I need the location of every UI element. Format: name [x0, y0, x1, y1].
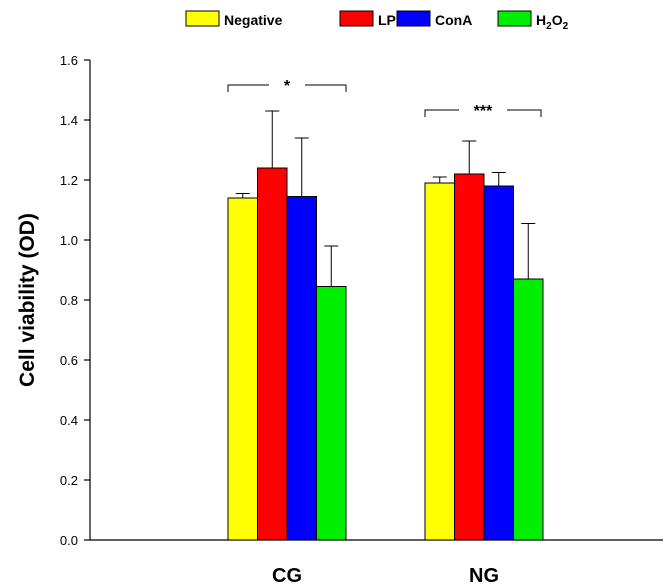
legend: Negative LPS ConA H2O2: [185, 10, 569, 32]
bar-cg-negative: [227, 197, 258, 541]
significance-annotations: ****: [227, 78, 542, 120]
y-tick-label: 0.4: [60, 413, 78, 428]
significance-label: *: [284, 78, 291, 95]
bar-cg-h2o2: [316, 286, 347, 541]
y-tick-label: 1.6: [60, 53, 78, 68]
x-tick-label: NG: [469, 565, 499, 586]
legend-label-h2o2: H2O2: [536, 12, 569, 32]
y-tick-label: 0.6: [60, 353, 78, 368]
error-bars: [235, 110, 536, 287]
significance-label: ***: [474, 103, 493, 120]
bar-cg-cona: [286, 196, 317, 541]
bar-ng-negative: [424, 182, 455, 541]
y-tick-label: 0.8: [60, 293, 78, 308]
y-tick-label: 1.0: [60, 233, 78, 248]
y-axis-label: Cell viability (OD): [16, 213, 39, 387]
y-tick-label: 1.2: [60, 173, 78, 188]
y-axis: 0.0 0.2 0.4 0.6 0.8 1.0 1.2 1.4 1.6: [60, 53, 91, 548]
significance-bracket: [227, 84, 347, 92]
bar-cg-lps: [257, 167, 288, 541]
bar-ng-cona: [483, 185, 514, 541]
x-axis: CG NG: [90, 539, 663, 586]
legend-label-cona: ConA: [435, 12, 472, 28]
bar-ng-lps: [454, 173, 485, 541]
legend-swatch-negative: [185, 10, 220, 27]
x-tick-label: CG: [272, 565, 302, 586]
bars: [227, 167, 544, 541]
y-tick-label: 0.0: [60, 533, 78, 548]
legend-swatch-h2o2: [497, 10, 532, 27]
y-tick-label: 0.2: [60, 473, 78, 488]
legend-swatch-cona: [396, 10, 431, 27]
y-tick-label: 1.4: [60, 113, 78, 128]
bar-ng-h2o2: [513, 278, 544, 541]
legend-swatch-lps: [339, 10, 374, 27]
significance-bracket: [424, 109, 542, 117]
legend-label-negative: Negative: [224, 12, 283, 28]
